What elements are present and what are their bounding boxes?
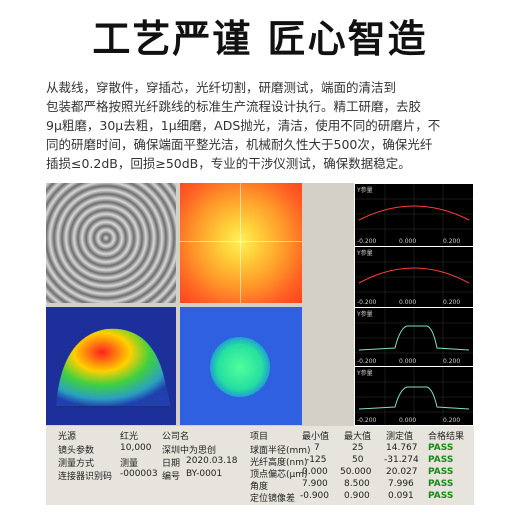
results-header: 测定值 [386, 432, 414, 442]
result-max: 25 [352, 443, 364, 453]
3d-surface-image [46, 307, 176, 425]
info-value: 测量 [120, 459, 139, 469]
profile-graph-3: Y参量 -0.200 0.000 0.200 [354, 307, 474, 367]
graph-axis-label: Y参量 [357, 311, 373, 318]
result-min: -125 [306, 455, 327, 465]
profile-graph-1: Y参量 -0.200 0.000 0.200 [354, 183, 474, 247]
paragraph-line: 同的研磨时间，确保端面平整光洁，机械耐久性大于500次，确保光纤 [46, 137, 433, 152]
graph-axis-label: Y参量 [357, 187, 373, 194]
surface-heatmap [180, 183, 302, 303]
graph-axis-label: Y参量 [357, 250, 373, 257]
dome-svg [56, 328, 171, 408]
result-value: 0.091 [388, 491, 414, 501]
measurement-info-table: 光源 红光 镜头参数 10,000 测量方式 测量 连接器识别码 -000003… [46, 426, 474, 505]
x-tick: 0.000 [399, 299, 417, 306]
info-label: 日期 [162, 459, 181, 469]
x-tick: -0.200 [357, 238, 377, 245]
x-tick: 0.000 [399, 417, 417, 424]
info-value: 2020.03.18 [186, 456, 238, 466]
result-item: 顶点偏芯(μm) [250, 470, 308, 480]
info-value: 红光 [120, 432, 139, 442]
result-min: 7.900 [302, 479, 328, 489]
x-tick: 0.200 [443, 358, 461, 365]
x-tick: 0.200 [443, 238, 461, 245]
graph-axis-label: Y参量 [357, 370, 373, 377]
results-header: 最大值 [344, 432, 372, 442]
result-max: 50 [352, 455, 364, 465]
result-item: 定位镜像差 [250, 494, 296, 504]
info-label: 光源 [58, 432, 77, 442]
info-value: -000003 [120, 469, 158, 479]
result-pass: PASS [428, 443, 454, 453]
result-min: -0.900 [300, 491, 330, 501]
x-tick: 0.200 [443, 299, 461, 306]
interference-fringe-image [46, 183, 176, 303]
paragraph-line: 插损≤0.2dB，回损≥50dB，专业的干涉仪测试，确保数据稳定。 [46, 156, 411, 171]
profile-graph-2: Y参量 -0.200 0.000 0.200 [354, 246, 474, 308]
info-label: 镜头参数 [58, 446, 95, 456]
info-label: 测量方式 [58, 459, 95, 469]
result-pass: PASS [428, 479, 454, 489]
result-pass: PASS [428, 455, 454, 465]
result-item: 光纤高度(nm) [250, 458, 308, 468]
x-tick: 0.200 [443, 417, 461, 424]
result-value: -31.274 [384, 455, 419, 465]
result-pass: PASS [428, 467, 454, 477]
paragraph-line: 9μ粗磨，30μ去粗，1μ细磨，ADS抛光，清洁，使用不同的研磨片，不 [46, 118, 441, 133]
description-paragraph: 从裁线，穿散件，穿插芯，光纤切割，研磨测试，端面的清洁到 包装都严格按照光纤跳线… [46, 78, 476, 173]
result-value: 20.027 [386, 467, 418, 477]
result-item: 角度 [250, 482, 269, 492]
page-title: 工艺严谨 匠心智造 [92, 17, 428, 61]
profile-graph-4: Y参量 -0.200 0.000 0.200 [354, 366, 474, 426]
x-tick: -0.200 [357, 299, 377, 306]
paragraph-line: 包装都严格按照光纤跳线的标准生产流程设计执行。精工研磨，去胶 [46, 99, 422, 114]
x-tick: -0.200 [357, 358, 377, 365]
result-pass: PASS [428, 491, 454, 501]
interferometer-report: Y参量 -0.200 0.000 0.200 Y参量 -0.200 0.000 … [46, 183, 474, 505]
info-label: 公司名 [162, 432, 190, 442]
info-value: BY-0001 [186, 469, 223, 479]
result-item: 球面半径(mm) [250, 446, 311, 456]
info-label: 编号 [162, 472, 181, 482]
paragraph-line: 从裁线，穿散件，穿插芯，光纤切割，研磨测试，端面的清洁到 [46, 80, 397, 95]
result-min: 7 [314, 443, 320, 453]
result-min: 0.000 [302, 467, 328, 477]
info-value: 10,000 [120, 443, 152, 453]
x-tick: 0.000 [399, 358, 417, 365]
result-max: 50.000 [340, 467, 372, 477]
x-tick: 0.000 [399, 238, 417, 245]
results-header: 项目 [250, 432, 269, 442]
result-value: 7.996 [388, 479, 414, 489]
info-label: 深圳中为思创 [162, 446, 217, 456]
fiber-end-face-image [180, 307, 302, 425]
info-label: 连接器识别码 [58, 472, 113, 482]
results-header: 合格结果 [428, 432, 465, 442]
results-header: 最小值 [302, 432, 330, 442]
result-max: 8.500 [344, 479, 370, 489]
result-max: 0.900 [344, 491, 370, 501]
x-tick: -0.200 [357, 417, 377, 424]
result-value: 14.767 [386, 443, 418, 453]
